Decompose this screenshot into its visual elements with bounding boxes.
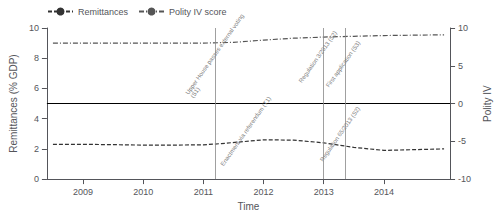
svg-text:2012: 2012 (254, 187, 274, 197)
svg-text:Polity IV score: Polity IV score (169, 7, 227, 17)
svg-text:2010: 2010 (133, 187, 153, 197)
svg-text:2009: 2009 (73, 187, 93, 197)
svg-text:2013: 2013 (314, 187, 334, 197)
svg-text:Regulation 65/2013 (S2): Regulation 65/2013 (S2) (319, 106, 361, 163)
svg-text:Enactment via referendum (T1): Enactment via referendum (T1) (220, 96, 273, 167)
svg-text:2011: 2011 (194, 187, 213, 197)
svg-text:0: 0 (458, 99, 463, 109)
svg-text:Polity IV: Polity IV (482, 85, 493, 122)
svg-text:10: 10 (29, 23, 39, 33)
svg-text:5: 5 (458, 61, 463, 71)
svg-text:0: 0 (34, 174, 39, 184)
svg-text:2: 2 (34, 144, 39, 154)
svg-text:2014: 2014 (374, 187, 394, 197)
svg-text:First application (S3): First application (S3) (325, 40, 361, 89)
svg-text:Remittances: Remittances (78, 7, 129, 17)
svg-text:-10: -10 (458, 174, 471, 184)
svg-text:(S1): (S1) (189, 86, 200, 99)
svg-text:8: 8 (34, 53, 39, 63)
svg-text:Upper House passes external vo: Upper House passes external voting (185, 13, 245, 96)
svg-text:10: 10 (458, 23, 468, 33)
svg-text:6: 6 (34, 83, 39, 93)
svg-text:Remittances (% GDP): Remittances (% GDP) (8, 54, 19, 152)
svg-text:Regulation 3/2013 (S2): Regulation 3/2013 (S2) (297, 29, 339, 84)
svg-text:4: 4 (34, 114, 39, 124)
svg-text:Time: Time (238, 201, 260, 212)
svg-text:-5: -5 (458, 136, 466, 146)
